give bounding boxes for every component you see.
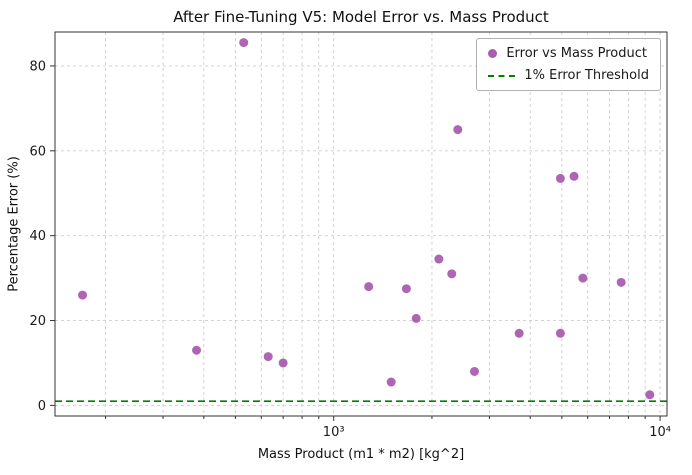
legend-entry-threshold: 1% Error Threshold (488, 68, 649, 83)
chart-title: After Fine-Tuning V5: Model Error vs. Ma… (173, 8, 549, 26)
scatter-marker-icon (488, 49, 498, 58)
legend: Error vs Mass Product 1% Error Threshold (476, 38, 661, 91)
svg-text:0: 0 (38, 399, 46, 414)
legend-threshold-label: 1% Error Threshold (524, 68, 649, 83)
legend-entry-series: Error vs Mass Product (488, 46, 649, 61)
svg-text:40: 40 (29, 229, 46, 244)
x-axis-label: Mass Product (m1 * m2) [kg^2] (257, 447, 465, 462)
svg-text:20: 20 (29, 314, 46, 329)
svg-text:80: 80 (29, 59, 46, 74)
legend-series-label: Error vs Mass Product (506, 46, 647, 61)
svg-text:10⁴: 10⁴ (649, 425, 671, 440)
y-axis-label: Percentage Error (%) (6, 156, 22, 292)
svg-text:10³: 10³ (323, 425, 345, 440)
threshold-line-icon (488, 74, 516, 77)
svg-text:60: 60 (29, 144, 46, 159)
